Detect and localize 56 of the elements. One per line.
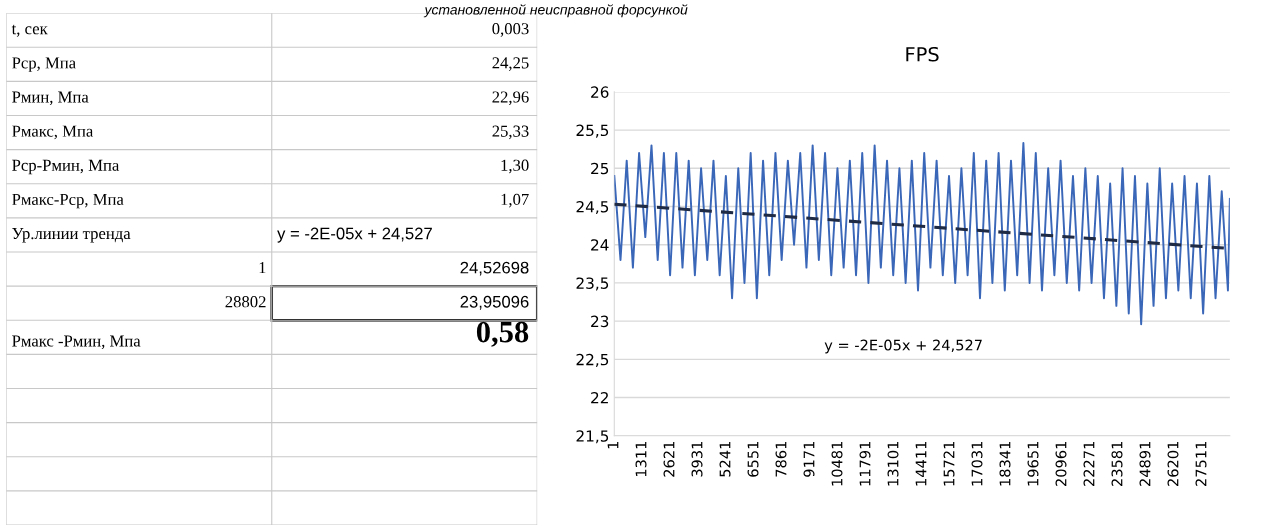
text: 0,003 xyxy=(492,23,529,37)
x-tick-label: 20961 xyxy=(1055,441,1067,486)
x-tick-label: 18341 xyxy=(999,441,1011,486)
x-tick-label: 27511 xyxy=(1195,441,1207,486)
chart-title: FPS xyxy=(906,46,939,62)
y-tick-label: 26 xyxy=(591,86,609,98)
x-tick-label: 22271 xyxy=(1083,441,1095,486)
x-tick-label: 3931 xyxy=(691,441,703,477)
category-label: 1 xyxy=(259,262,266,274)
y-tick-label: 24,5 xyxy=(576,200,609,215)
annotation: y = -2E-05x + 24,527 xyxy=(824,339,982,354)
x-tick-label: 5241 xyxy=(719,441,731,477)
x-tick-label: 19651 xyxy=(1027,441,1039,486)
x-tick-label: 26201 xyxy=(1167,441,1179,486)
category-label: t, сек xyxy=(11,24,48,37)
category-label: Pср-Pмин, Мпа xyxy=(12,159,120,175)
x-tick-label: 10481 xyxy=(831,441,843,486)
category-label: Pмин, Мпа xyxy=(12,91,89,106)
x-tick-label: 13101 xyxy=(887,441,899,486)
text: y = -2E-05x + 24,527 xyxy=(277,227,432,243)
x-tick-label: 15721 xyxy=(943,441,955,486)
y-tick-label: 22 xyxy=(591,392,608,404)
x-tick-label: 11791 xyxy=(859,441,871,486)
text: 25,33 xyxy=(492,125,529,140)
x-tick-label: 14411 xyxy=(915,441,927,486)
x-tick-label: 23581 xyxy=(1111,441,1123,486)
text: 24,52698 xyxy=(460,261,529,276)
x-tick-label: 2621 xyxy=(663,441,675,477)
y-tick-label: 25 xyxy=(591,162,609,175)
x-tick-label: 7861 xyxy=(775,441,787,477)
text: 24,25 xyxy=(492,57,529,71)
x-tick-label: 24891 xyxy=(1139,441,1151,486)
text: 0,58 xyxy=(476,321,529,347)
x-tick-label: 1311 xyxy=(635,441,647,477)
y-tick-label: 23,5 xyxy=(576,277,609,291)
category-label: Pмакс, Мпа xyxy=(12,125,94,140)
y-tick-label: 21,5 xyxy=(576,430,609,444)
line-series xyxy=(614,142,1230,326)
text: 1,30 xyxy=(501,159,529,174)
text: 22,96 xyxy=(492,91,529,106)
category-label: Pср, Мпа xyxy=(12,57,76,72)
y-tick-label: 25,5 xyxy=(576,124,609,138)
category-label: Pмакс-Pср, Мпа xyxy=(12,193,124,209)
x-tick-label: 9171 xyxy=(803,441,815,477)
x-tick-label: 17031 xyxy=(971,441,983,486)
text: 23,95096 xyxy=(460,295,529,310)
y-tick-label: 23 xyxy=(591,315,609,328)
category-label: Ур.линии тренда xyxy=(12,228,131,243)
y-tick-label: 24 xyxy=(591,239,609,251)
category-label: 28802 xyxy=(225,296,266,308)
x-tick-label: 1 xyxy=(607,441,619,449)
text: 1,07 xyxy=(501,193,529,208)
text: установленной неисправной форсункой xyxy=(423,4,688,18)
y-tick-label: 22,5 xyxy=(576,353,609,367)
category-label: Pмакс -Pмин, Мпа xyxy=(12,335,141,349)
x-tick-label: 6551 xyxy=(747,441,759,477)
